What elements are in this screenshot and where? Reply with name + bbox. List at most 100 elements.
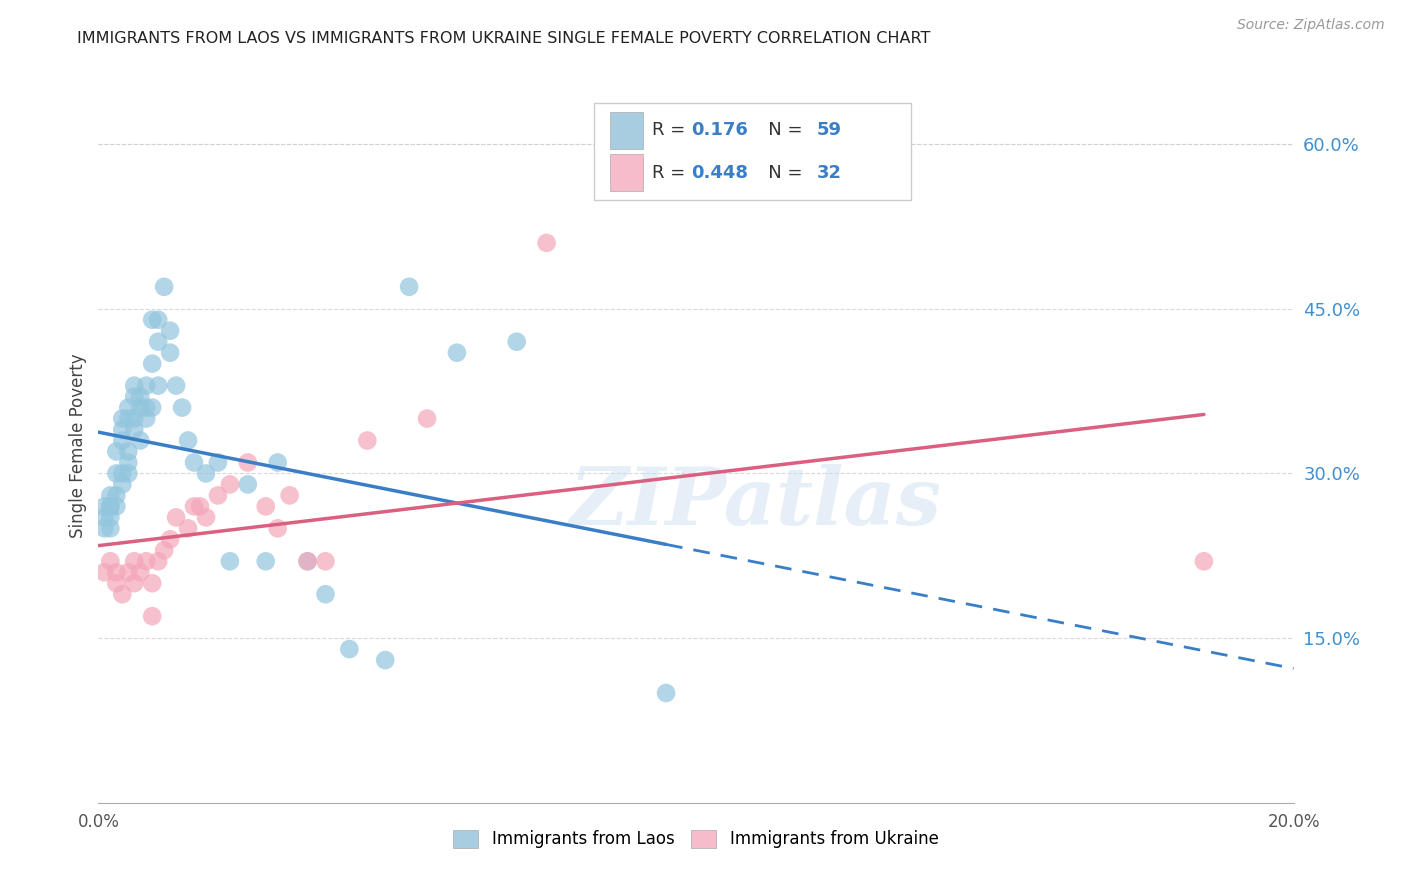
Text: ZIPatlas: ZIPatlas	[569, 465, 942, 541]
Point	[98, 554, 122, 568]
Point	[124, 576, 146, 591]
Text: IMMIGRANTS FROM LAOS VS IMMIGRANTS FROM UKRAINE SINGLE FEMALE POVERTY CORRELATIO: IMMIGRANTS FROM LAOS VS IMMIGRANTS FROM …	[77, 31, 931, 46]
Point	[111, 587, 134, 601]
Point	[105, 500, 128, 514]
Point	[98, 488, 122, 502]
Point	[117, 444, 139, 458]
Point	[219, 477, 242, 491]
Point	[117, 401, 139, 415]
Point	[129, 566, 152, 580]
Point	[172, 401, 194, 415]
Point	[135, 554, 157, 568]
Point	[93, 566, 115, 580]
Point	[98, 500, 122, 514]
Text: Source: ZipAtlas.com: Source: ZipAtlas.com	[1237, 18, 1385, 32]
Point	[254, 500, 277, 514]
Point	[117, 455, 139, 469]
Point	[219, 554, 242, 568]
Point	[297, 554, 319, 568]
Point	[655, 686, 678, 700]
FancyBboxPatch shape	[595, 103, 911, 200]
Point	[93, 521, 115, 535]
Point	[93, 500, 115, 514]
Point	[159, 345, 181, 359]
FancyBboxPatch shape	[610, 112, 644, 149]
Point	[117, 411, 139, 425]
Point	[124, 411, 146, 425]
Point	[148, 334, 170, 349]
Point	[188, 500, 211, 514]
Point	[416, 411, 439, 425]
Point	[207, 455, 229, 469]
Point	[165, 378, 187, 392]
Text: 32: 32	[817, 164, 842, 182]
Point	[297, 554, 319, 568]
Point	[105, 576, 128, 591]
Point	[141, 312, 163, 326]
Text: R =: R =	[652, 121, 690, 139]
Point	[117, 467, 139, 481]
Y-axis label: Single Female Poverty: Single Female Poverty	[69, 354, 87, 538]
Point	[141, 609, 163, 624]
Point	[177, 521, 200, 535]
Point	[177, 434, 200, 448]
Point	[315, 587, 337, 601]
Point	[105, 488, 128, 502]
Point	[278, 488, 301, 502]
Point	[117, 566, 139, 580]
Point	[254, 554, 277, 568]
Point	[183, 500, 205, 514]
Point	[356, 434, 378, 448]
Point	[148, 378, 170, 392]
Point	[159, 533, 181, 547]
Point	[195, 510, 218, 524]
Text: 0.448: 0.448	[692, 164, 748, 182]
Point	[98, 500, 122, 514]
Point	[506, 334, 529, 349]
Point	[207, 488, 229, 502]
FancyBboxPatch shape	[610, 154, 644, 192]
Point	[153, 280, 176, 294]
Point	[339, 642, 361, 657]
Point	[105, 467, 128, 481]
Point	[148, 312, 170, 326]
Point	[148, 554, 170, 568]
Text: N =: N =	[751, 164, 808, 182]
Point	[159, 324, 181, 338]
Point	[111, 411, 134, 425]
Legend: Immigrants from Laos, Immigrants from Ukraine: Immigrants from Laos, Immigrants from Uk…	[447, 823, 945, 855]
Point	[98, 510, 122, 524]
Point	[93, 510, 115, 524]
Text: N =: N =	[751, 121, 808, 139]
Point	[446, 345, 468, 359]
Point	[98, 521, 122, 535]
Point	[153, 543, 176, 558]
Point	[374, 653, 396, 667]
Point	[135, 401, 157, 415]
Point	[124, 390, 146, 404]
Point	[267, 521, 290, 535]
Point	[111, 423, 134, 437]
Point	[135, 378, 157, 392]
Point	[183, 455, 205, 469]
Point	[236, 455, 259, 469]
Point	[124, 554, 146, 568]
Point	[536, 235, 558, 250]
Point	[1192, 554, 1215, 568]
Point	[124, 423, 146, 437]
Point	[141, 576, 163, 591]
Point	[315, 554, 337, 568]
Point	[111, 477, 134, 491]
Text: 59: 59	[817, 121, 842, 139]
Point	[141, 357, 163, 371]
Point	[398, 280, 420, 294]
Point	[129, 434, 152, 448]
Point	[111, 434, 134, 448]
Text: R =: R =	[652, 164, 690, 182]
Point	[267, 455, 290, 469]
Point	[111, 467, 134, 481]
Text: 0.176: 0.176	[692, 121, 748, 139]
Point	[236, 477, 259, 491]
Point	[141, 401, 163, 415]
Point	[105, 444, 128, 458]
